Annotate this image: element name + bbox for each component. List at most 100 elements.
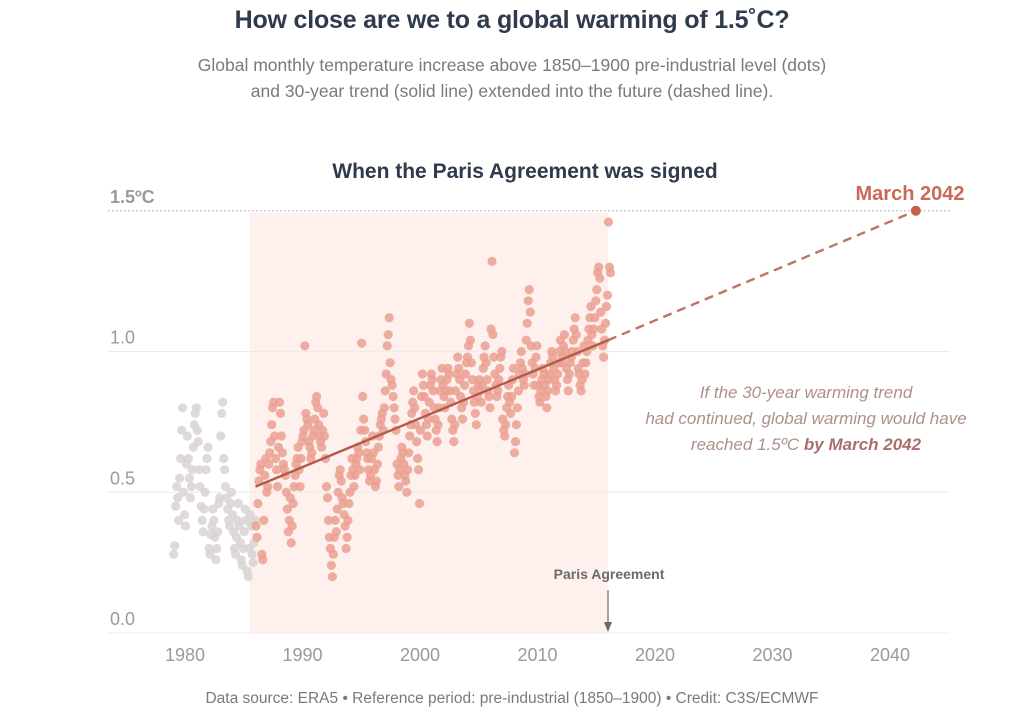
data-point	[205, 549, 215, 559]
data-point	[354, 448, 364, 458]
data-point	[402, 487, 412, 497]
data-point	[591, 296, 601, 306]
annotation-line-3-bold: by March 2042	[804, 435, 922, 454]
data-point	[581, 358, 591, 368]
data-point	[355, 465, 365, 475]
data-point	[197, 515, 207, 526]
data-point	[277, 448, 287, 458]
data-point	[326, 560, 336, 571]
data-point	[202, 453, 212, 464]
data-point	[415, 425, 426, 435]
data-point	[319, 431, 330, 441]
data-point	[330, 515, 340, 526]
data-point	[522, 318, 532, 328]
data-point	[487, 256, 497, 266]
paris-agreement-label: Paris Agreement	[554, 566, 665, 582]
data-point	[192, 425, 202, 435]
footer-credit: Data source: ERA5 • Reference period: pr…	[205, 690, 819, 707]
data-point	[287, 521, 297, 531]
data-point	[384, 313, 394, 323]
data-point	[186, 482, 196, 492]
data-point	[465, 335, 475, 345]
data-point	[418, 380, 428, 390]
data-point	[548, 352, 558, 362]
data-point	[252, 532, 262, 542]
data-point	[300, 341, 310, 351]
data-point	[489, 352, 499, 362]
data-point	[179, 510, 190, 520]
data-point	[388, 391, 398, 402]
data-point	[413, 465, 424, 475]
data-point	[267, 420, 277, 430]
data-point	[553, 369, 563, 379]
data-point	[169, 549, 179, 559]
data-point	[596, 307, 606, 317]
data-point	[272, 465, 282, 475]
data-point	[501, 420, 511, 430]
data-point	[511, 420, 521, 430]
data-point	[428, 386, 438, 396]
data-point	[341, 543, 351, 554]
data-point	[372, 459, 382, 469]
data-point	[516, 346, 526, 357]
data-point	[183, 453, 193, 464]
data-point	[605, 268, 616, 278]
data-point	[203, 442, 213, 452]
data-point	[542, 403, 552, 413]
data-point	[265, 448, 275, 458]
page-title: How close are we to a global warming of …	[234, 6, 790, 34]
chart-title: When the Paris Agreement was signed	[332, 160, 718, 183]
data-point	[524, 285, 534, 295]
data-point	[251, 521, 261, 531]
annotation-line-2: had continued, global warming would have	[645, 409, 966, 428]
x-tick-label: 2020	[635, 645, 675, 665]
data-point	[322, 493, 333, 503]
data-point	[220, 465, 230, 475]
data-point	[383, 330, 393, 340]
data-point	[480, 341, 490, 351]
data-point	[185, 493, 195, 503]
data-point	[471, 420, 481, 430]
data-point	[580, 369, 590, 379]
data-point	[494, 375, 504, 385]
data-point	[216, 431, 226, 441]
data-point	[488, 330, 498, 340]
data-point	[215, 493, 225, 503]
data-point	[387, 380, 397, 390]
trend-line-dashed	[607, 209, 917, 342]
data-point	[603, 217, 614, 227]
data-point	[409, 386, 419, 396]
data-point	[412, 437, 422, 447]
data-point	[171, 501, 181, 511]
data-point	[219, 453, 229, 464]
grid-layer	[108, 210, 950, 634]
data-point	[493, 386, 503, 396]
data-point	[373, 442, 383, 452]
data-point	[476, 397, 486, 407]
data-point	[274, 397, 285, 407]
data-point	[260, 470, 270, 480]
data-point	[405, 431, 415, 441]
data-point	[532, 341, 542, 351]
data-point	[180, 521, 191, 531]
x-tick-label: 1980	[165, 645, 205, 665]
data-point	[523, 296, 533, 306]
data-point	[535, 397, 545, 407]
x-tick-label: 2030	[752, 645, 792, 665]
data-point	[389, 403, 399, 413]
data-point	[422, 431, 432, 441]
data-point	[458, 414, 468, 424]
data-point	[449, 437, 459, 447]
data-point	[259, 515, 269, 526]
annotation-line-1: If the 30-year warming trend	[700, 383, 913, 402]
data-point	[560, 346, 571, 357]
data-point	[218, 397, 228, 407]
data-point	[427, 375, 437, 385]
paris-arrow-head-icon	[604, 622, 612, 632]
data-point	[510, 437, 521, 447]
data-point	[413, 453, 423, 464]
data-point	[601, 301, 612, 312]
data-point	[225, 498, 236, 509]
data-point	[595, 273, 605, 283]
